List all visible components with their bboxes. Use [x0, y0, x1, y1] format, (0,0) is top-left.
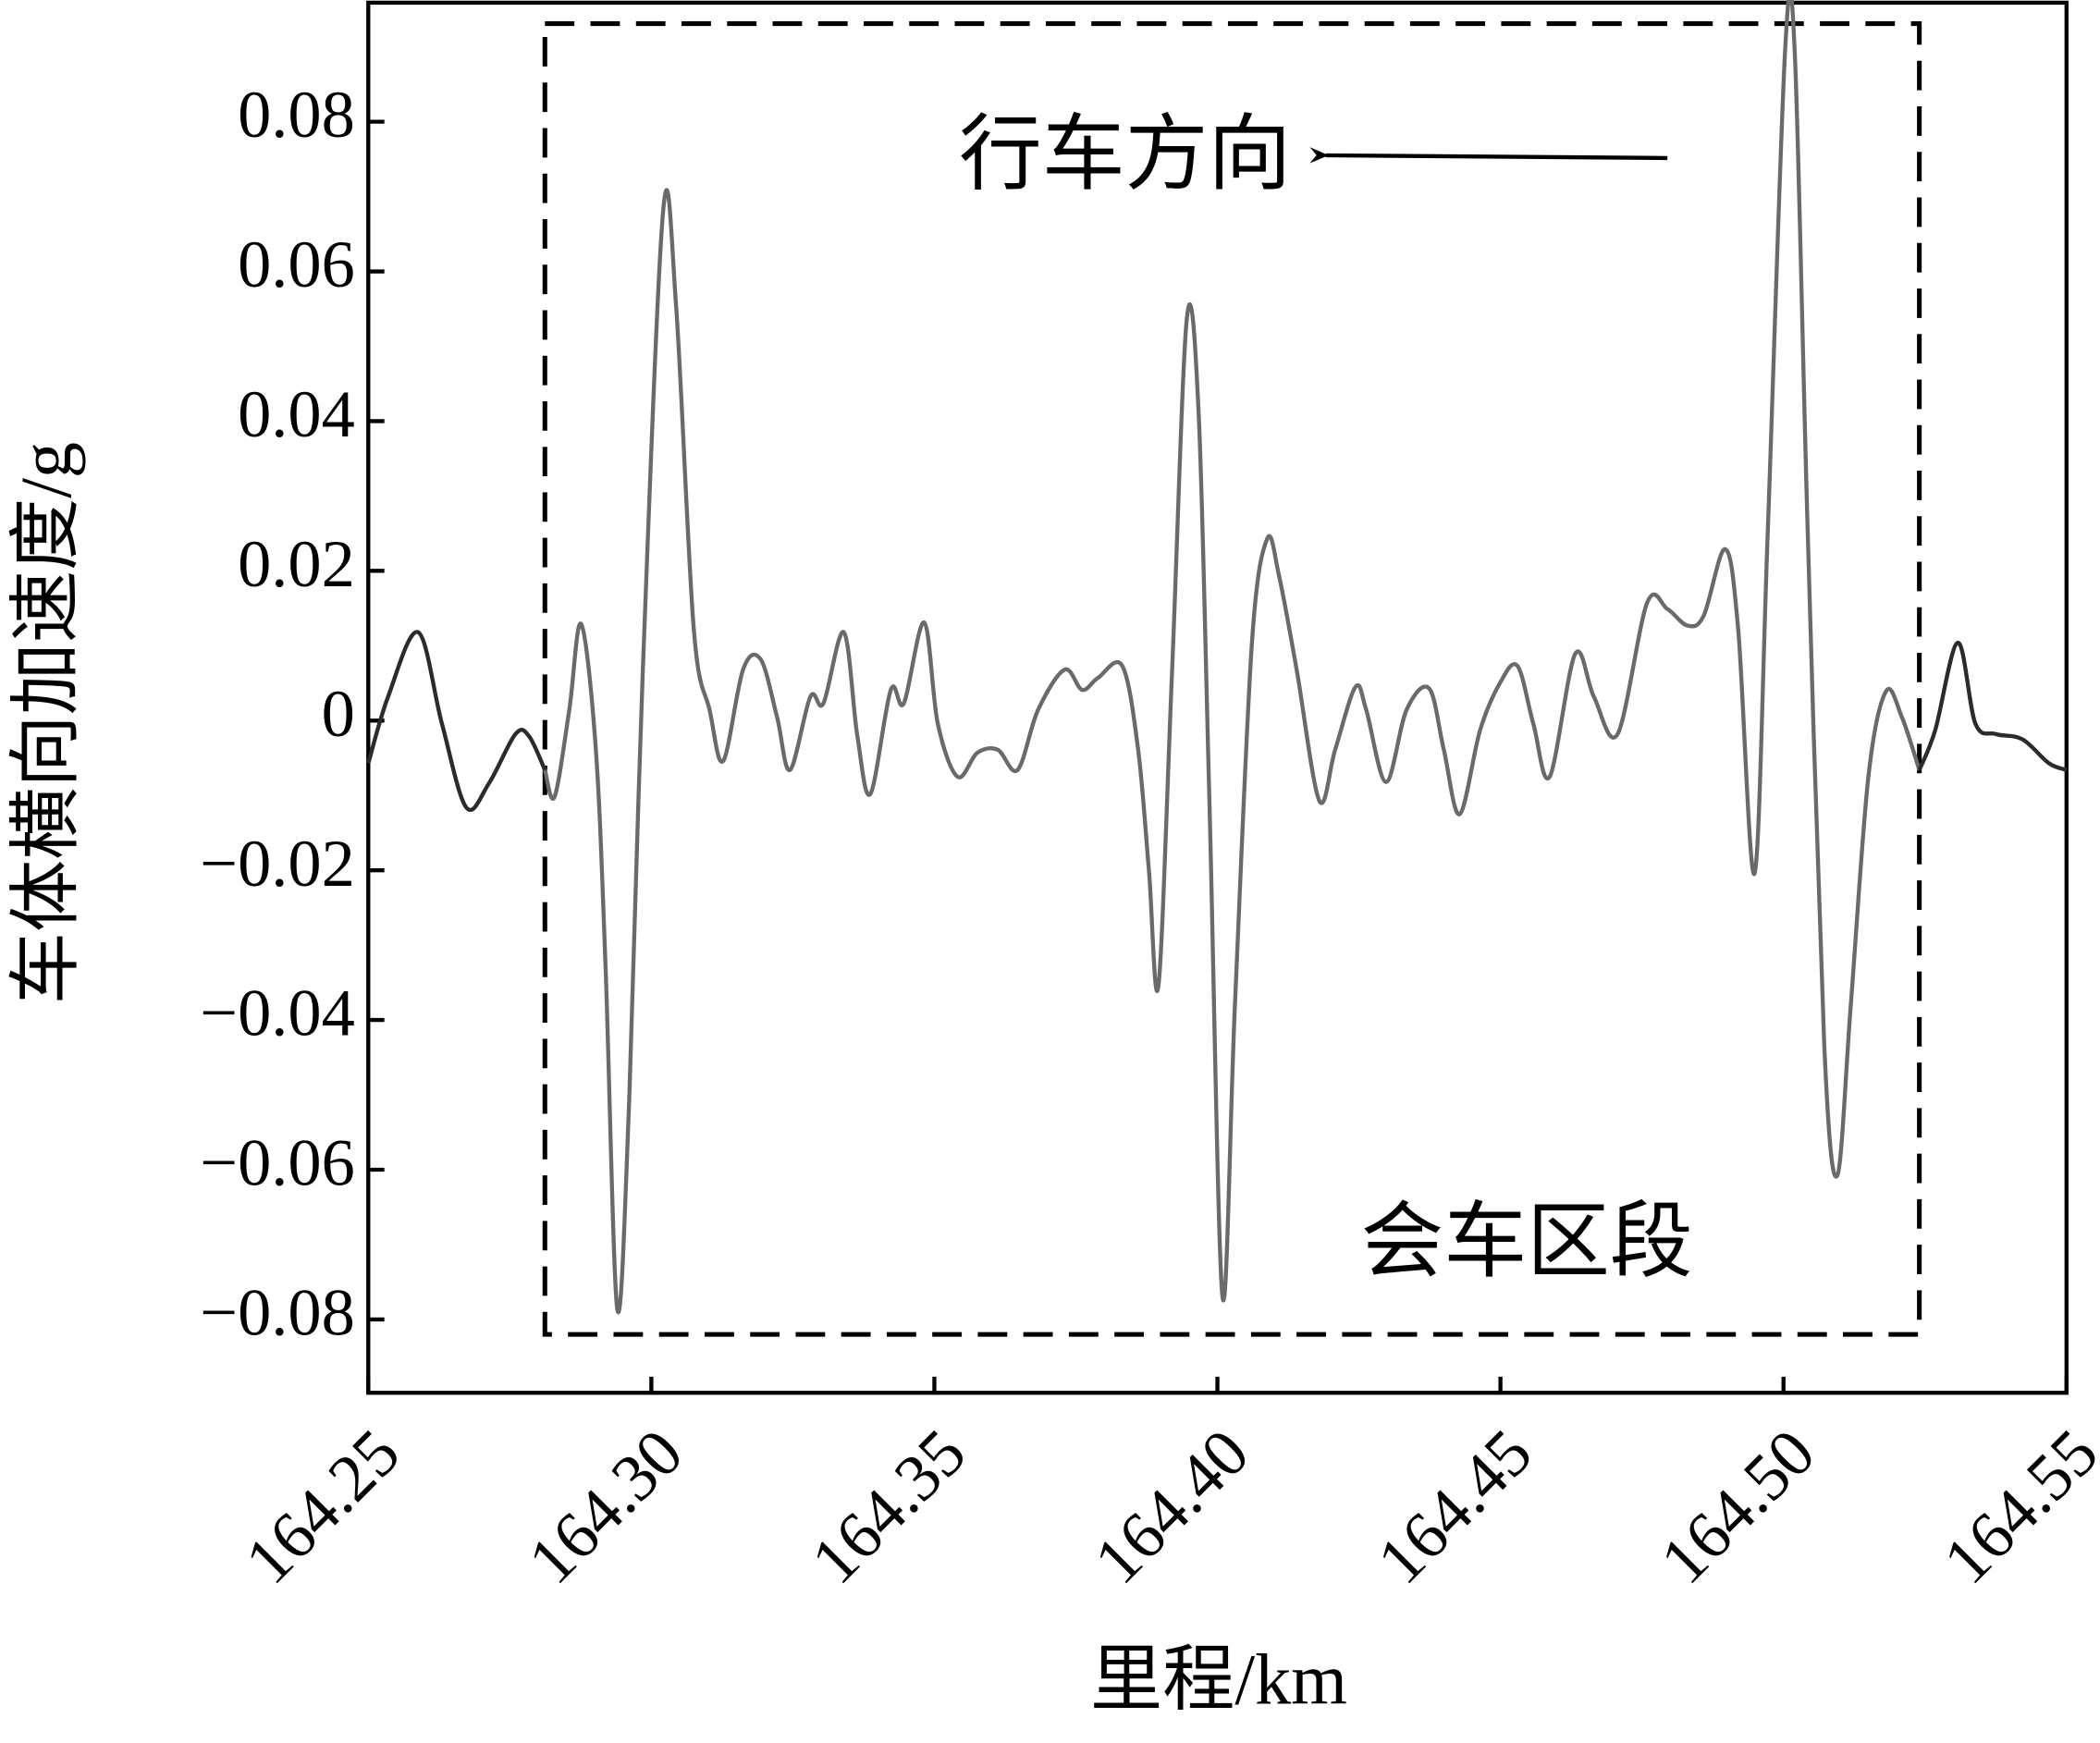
y-tick-label: 0.04 [238, 376, 355, 451]
highlight-region [542, 21, 1922, 1337]
y-tick-label: 0.08 [238, 77, 355, 152]
y-tick-label: 0 [322, 676, 355, 751]
x-tick-label: 164.55 [1929, 1415, 2100, 1598]
x-tick-label: 164.35 [797, 1415, 980, 1598]
y-tick-label: 0.02 [238, 526, 355, 601]
data-line [366, 630, 547, 812]
x-tick-label: 164.50 [1646, 1415, 1829, 1598]
region-annotation: 会车区段 [1361, 1197, 1693, 1288]
direction-arrow [1309, 147, 1668, 164]
data-line [1917, 640, 2068, 772]
x-axis-label: 里程/km [1090, 1639, 1347, 1719]
x-tick-label: 164.40 [1080, 1415, 1263, 1598]
x-tick-label: 164.45 [1363, 1415, 1546, 1598]
y-tick-label: 0.06 [238, 227, 355, 301]
x-tick-label: 164.25 [230, 1415, 413, 1598]
data-line [543, 0, 1922, 1315]
y-tick-label: −0.02 [200, 826, 355, 901]
y-tick-label: −0.06 [200, 1125, 355, 1200]
direction-annotation: 行车方向 [959, 109, 1291, 201]
y-axis-label: 车体横向加速度/g [6, 442, 86, 1004]
x-tick-label: 164.30 [513, 1415, 696, 1598]
y-tick-label: −0.08 [200, 1275, 355, 1350]
y-tick-label: −0.04 [200, 976, 355, 1050]
